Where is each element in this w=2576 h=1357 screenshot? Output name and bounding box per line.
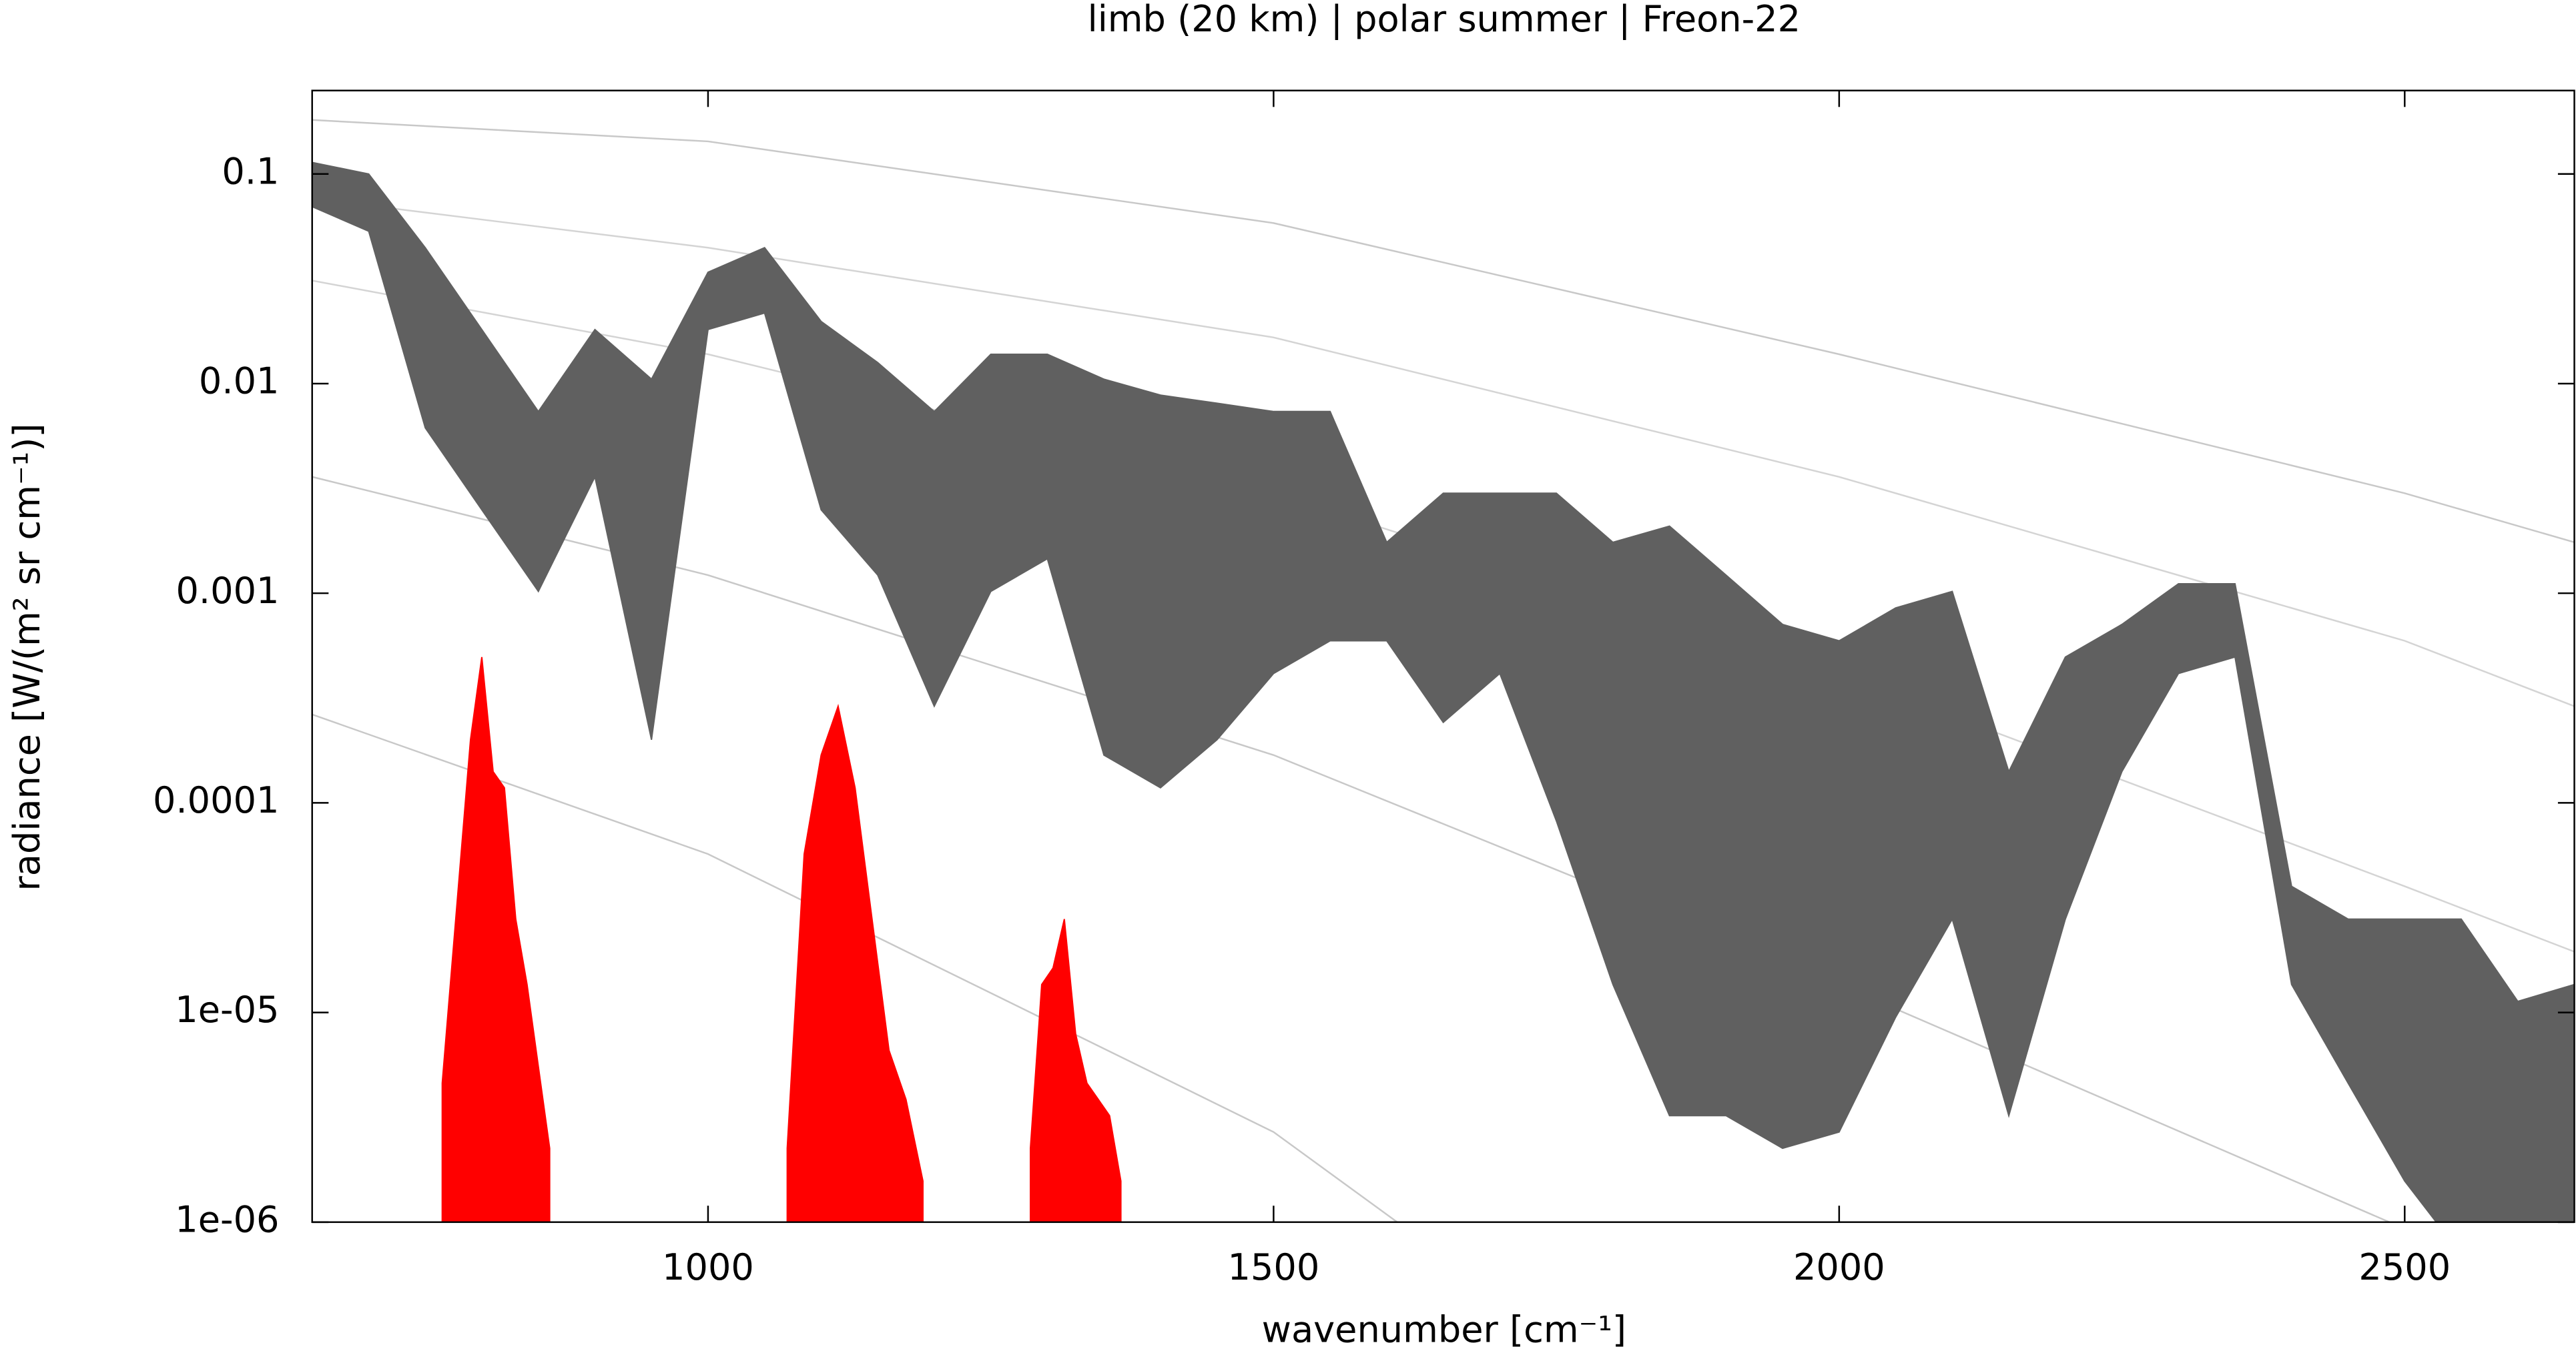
reference-curve — [312, 119, 2575, 543]
y-tick-label: 0.0001 — [153, 779, 279, 821]
spectrum-area — [1030, 919, 1122, 1222]
plot-frame — [311, 89, 2575, 1224]
y-tick-label: 0.1 — [222, 150, 279, 192]
spectrum-area — [786, 703, 924, 1222]
x-tick-label: 2000 — [1793, 1246, 1885, 1288]
y-axis-label: radiance [W/(m² sr cm⁻¹)] — [6, 423, 48, 891]
chart-title: limb (20 km) | polar summer | Freon-22 — [1088, 0, 1801, 40]
y-tick-label: 0.001 — [176, 570, 279, 612]
spectrum-band — [312, 161, 2575, 1222]
spectrum-area — [441, 656, 551, 1222]
reference-curve — [312, 713, 1399, 1222]
x-tick-label: 2500 — [2358, 1246, 2451, 1288]
x-tick-label: 1000 — [662, 1246, 754, 1288]
y-tick-label: 0.01 — [199, 360, 280, 402]
y-tick-label: 1e-05 — [175, 989, 279, 1031]
reference-curve — [312, 197, 2575, 707]
x-tick-label: 1500 — [1227, 1246, 1319, 1288]
plot-area — [312, 119, 2575, 1222]
x-axis-label: wavenumber [cm⁻¹] — [1262, 1308, 1626, 1350]
y-tick-label: 1e-06 — [175, 1198, 279, 1240]
